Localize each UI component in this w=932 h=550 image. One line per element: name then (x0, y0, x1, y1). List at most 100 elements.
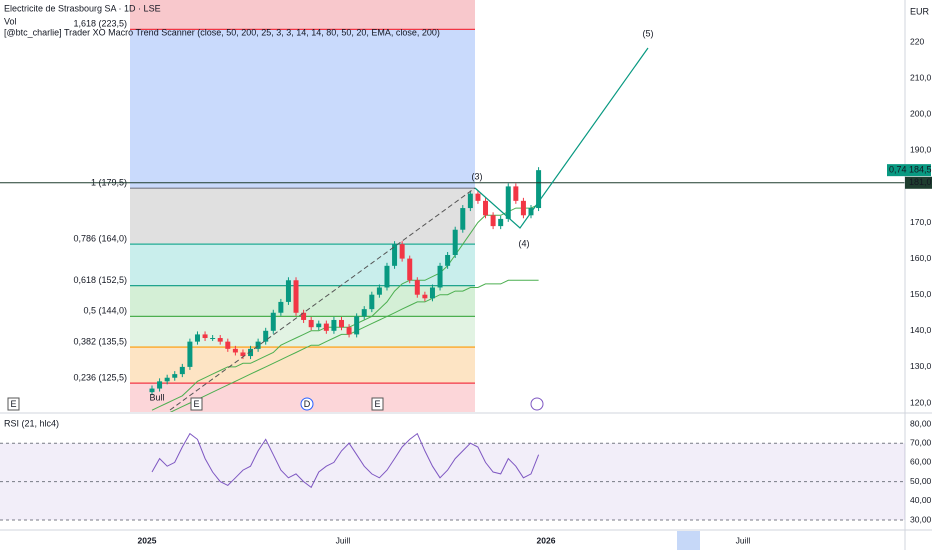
fib-label: 0,236 (125,5) (73, 373, 127, 383)
candle (392, 244, 398, 266)
candle (354, 316, 360, 335)
fib-label: 0,618 (152,5) (73, 275, 127, 285)
earnings-text: E (374, 399, 380, 409)
candle (490, 215, 496, 227)
moving-average (151, 203, 539, 411)
trend-line (169, 187, 476, 411)
earnings-marker[interactable] (371, 397, 384, 411)
candle (414, 280, 420, 295)
candle (157, 381, 163, 389)
candle (187, 341, 193, 367)
candle (498, 218, 504, 227)
candle (361, 309, 367, 317)
candle (437, 265, 443, 288)
price-tick-label: 120,0 (910, 397, 932, 407)
candle (399, 244, 405, 259)
price-badge (887, 164, 931, 177)
earnings-text: E (193, 399, 199, 409)
price-tick-label: 150,0 (910, 289, 932, 299)
wave-line (474, 47, 649, 229)
candle (536, 170, 542, 209)
vol-label: Vol (4, 16, 17, 26)
time-tick-label: 2026 (537, 535, 556, 545)
candle (210, 338, 216, 340)
indicator-label: [@btc_charlie] Trader XO Macro Trend Sca… (4, 27, 440, 37)
candle (308, 319, 314, 328)
fib-label: 0,382 (135,5) (73, 336, 127, 346)
fib-group: 1,618 (223,5)1 (179,5)0,786 (164,0)0,618… (73, 0, 475, 412)
candle (513, 186, 519, 201)
dividend-text: D (304, 399, 311, 409)
price-tick-label: 130,0 (910, 361, 932, 371)
wave-label: (4) (519, 238, 530, 248)
candle (293, 280, 299, 313)
fib-zone (130, 285, 475, 317)
candle (248, 348, 254, 357)
candle (225, 341, 231, 349)
rsi-tick-label: 50,00 (910, 476, 932, 486)
candle (422, 294, 428, 299)
candle (445, 254, 451, 266)
bull-label: Bull (149, 392, 164, 402)
candle (255, 341, 261, 349)
earnings-marker[interactable] (190, 397, 203, 411)
price-tick-label: 140,0 (910, 325, 932, 335)
wave-label: (5) (643, 28, 654, 38)
fib-label: 1,618 (223,5) (73, 19, 127, 29)
candle (149, 388, 155, 393)
candle (232, 348, 238, 353)
moving-average (169, 279, 539, 412)
price-tick-label: 210,0 (910, 72, 932, 82)
candle (278, 301, 284, 313)
rsi-line (151, 432, 540, 489)
fib-zone (130, 244, 475, 286)
candle (467, 193, 473, 209)
candle (172, 374, 178, 378)
fib-label: 0,5 (144,0) (83, 306, 127, 316)
price-tick-label: 220 (910, 36, 924, 46)
event-markers: E E E D (7, 397, 544, 411)
earnings-text: E (10, 399, 16, 409)
candle (505, 186, 511, 219)
candle (460, 208, 466, 230)
candle (164, 377, 170, 382)
close-badge (905, 176, 932, 189)
candle (179, 366, 185, 375)
earnings-marker[interactable] (7, 397, 20, 411)
candle (369, 294, 375, 310)
candle (285, 280, 291, 302)
candle (194, 334, 200, 342)
chart-title: Electricite de Strasbourg SA · 1D · LSE (4, 3, 161, 13)
candle (376, 287, 382, 295)
rsi-tick-label: 30,00 (910, 514, 932, 524)
fib-label: 0,786 (164,0) (73, 234, 127, 244)
candle (452, 229, 458, 255)
candle (217, 338, 223, 342)
axes: 220 210,0 200,0 190,0 170,0 160,0 150,0 140,0 13… (138, 36, 932, 545)
wave-label: (3) (472, 171, 483, 181)
candle (520, 200, 526, 216)
fib-zone (130, 188, 475, 245)
candle (202, 334, 208, 339)
rsi-tick-label: 40,00 (910, 495, 932, 505)
dividend-marker[interactable] (300, 397, 314, 411)
time-tick-label: Juill (736, 535, 751, 545)
candle (429, 287, 435, 299)
event-marker[interactable] (530, 397, 544, 411)
rsi-label: RSI (21, hlc4) (4, 418, 59, 428)
time-tick-label: 2025 (138, 535, 157, 545)
price-tick-label: 160,0 (910, 253, 932, 263)
fib-zone (130, 316, 475, 348)
candle (263, 330, 269, 342)
time-highlight (677, 531, 700, 550)
price-tick-label: 170,0 (910, 217, 932, 227)
time-tick-label: Juill (336, 535, 351, 545)
candle (301, 312, 307, 320)
candle (240, 352, 246, 357)
candle (407, 258, 413, 281)
candle (483, 200, 489, 216)
fib-zone (130, 0, 475, 30)
rsi-tick-label: 60,00 (910, 457, 932, 467)
candle (323, 323, 329, 331)
